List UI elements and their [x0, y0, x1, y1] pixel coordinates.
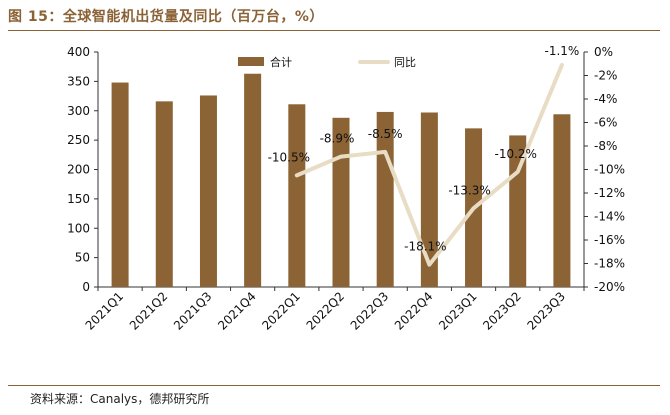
x-category-label: 2022Q4: [392, 289, 436, 333]
bar-total: [288, 104, 306, 287]
yoy-data-label: -13.3%: [448, 183, 490, 197]
left-tick-label: 150: [67, 192, 90, 206]
legend-label-total: 合计: [270, 55, 292, 69]
x-category-label: 2021Q1: [83, 289, 127, 333]
x-category-label: 2023Q2: [480, 289, 524, 333]
bar-total: [199, 95, 217, 287]
legend-label-yoy: 同比: [394, 56, 416, 69]
right-tick-label: 0%: [594, 45, 613, 59]
yoy-data-label: -18.1%: [404, 240, 446, 254]
left-tick-label: 0: [82, 280, 90, 294]
x-category-label: 2022Q1: [259, 289, 303, 333]
x-category-label: 2023Q3: [524, 289, 568, 333]
left-tick-label: 50: [75, 251, 90, 265]
x-category-label: 2022Q2: [304, 289, 348, 333]
left-tick-label: 250: [67, 133, 90, 147]
yoy-shipments-chart: 0 50 100 150 200 250 300 350 400 0% -2% -4% -6% -8% -1…: [67, 44, 625, 333]
yoy-data-label: -8.9%: [320, 132, 355, 146]
right-tick-label: -8%: [594, 139, 617, 153]
bar-total: [111, 82, 129, 287]
x-category-label: 2023Q1: [436, 289, 480, 333]
right-tick-label: -10%: [594, 163, 625, 177]
bar-total: [155, 101, 173, 287]
right-tick-label: -12%: [594, 186, 625, 200]
right-tick-label: -14%: [594, 210, 625, 224]
right-tick-label: -4%: [594, 92, 617, 106]
figure-title: 图 15：全球智能机出货量及同比（百万台，%）: [8, 9, 324, 25]
left-tick-label: 300: [67, 104, 90, 118]
bar-total: [420, 112, 438, 287]
bar-total: [553, 114, 571, 288]
left-tick-label: 400: [67, 45, 90, 59]
source-note: 资料来源：Canalys，德邦研究所: [30, 392, 210, 406]
bar-total: [244, 73, 262, 287]
x-category-label: 2021Q3: [171, 289, 215, 333]
right-tick-label: -6%: [594, 116, 617, 130]
right-tick-label: -16%: [594, 233, 625, 247]
legend-swatch-total: [238, 57, 264, 66]
yoy-data-label: -8.5%: [368, 127, 403, 141]
left-tick-label: 350: [67, 74, 90, 88]
yoy-line: [294, 62, 564, 267]
left-tick-label: 100: [67, 221, 90, 235]
source-divider: [8, 385, 660, 386]
yoy-data-label: -10.5%: [268, 150, 310, 164]
bar-total: [376, 111, 394, 287]
yoy-data-label: -10.2%: [495, 147, 537, 161]
x-category-label: 2021Q2: [127, 289, 171, 333]
x-category-label: 2021Q4: [215, 289, 259, 333]
x-category-label: 2022Q3: [348, 289, 392, 333]
right-tick-label: -2%: [594, 69, 617, 83]
yoy-data-label: -1.1%: [544, 44, 579, 58]
right-tick-label: -18%: [594, 257, 625, 271]
title-divider: [8, 30, 660, 31]
right-tick-label: -20%: [594, 280, 625, 294]
left-tick-label: 200: [67, 163, 90, 177]
